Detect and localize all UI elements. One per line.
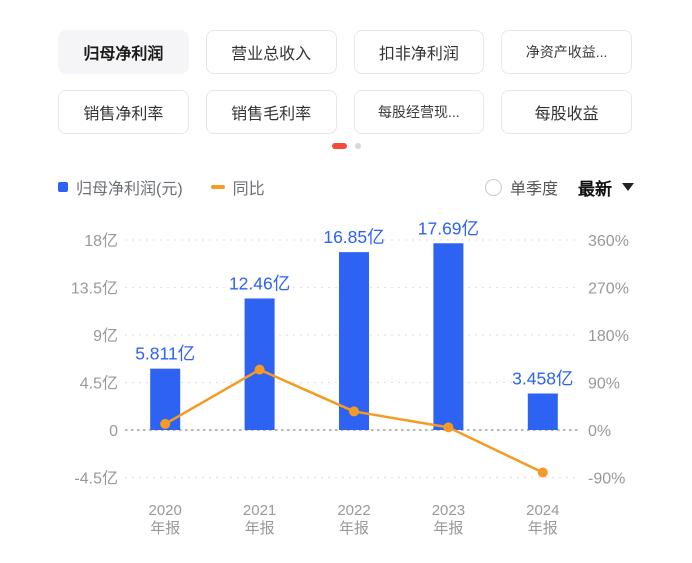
yoy-point-2023[interactable] (443, 422, 454, 433)
left-axis-tick: 9亿 (93, 327, 118, 345)
tab-non-gaap-profit[interactable]: 扣非净利润 (353, 30, 485, 74)
x-axis-label: 2023 年报 (432, 502, 465, 537)
tab-net-profit[interactable]: 归母净利润 (58, 30, 189, 74)
left-axis-tick: 4.5亿 (80, 375, 118, 393)
tab-roe[interactable]: 净资产收益... (501, 30, 632, 74)
x-axis-label: 2022 年报 (337, 502, 370, 537)
yoy-point-2020[interactable] (160, 418, 171, 429)
line-legend-swatch-icon (210, 185, 225, 189)
x-axis-label: 2020 年报 (149, 502, 182, 537)
right-axis-tick: 270% (588, 281, 629, 298)
x-axis-label: 2024 年报 (526, 502, 559, 537)
tab-ocf-per-share[interactable]: 每股经营现... (353, 90, 485, 134)
bar-2023[interactable] (433, 243, 464, 430)
bar-value-label: 16.85亿 (323, 227, 384, 247)
metric-tabs: 归母净利润 营业总收入 扣非净利润 净资产收益... 销售净利率 销售毛利率 每… (58, 30, 632, 134)
tab-gross-margin[interactable]: 销售毛利率 (205, 90, 337, 134)
left-axis-tick: 18亿 (84, 232, 118, 250)
yoy-point-2021[interactable] (254, 364, 265, 375)
tab-eps[interactable]: 每股收益 (501, 90, 632, 134)
chevron-down-icon (622, 183, 634, 191)
left-axis-tick: 13.5亿 (71, 280, 118, 298)
bar-legend-label: 归母净利润(元) (76, 181, 183, 198)
bar-value-label: 5.811亿 (135, 344, 195, 364)
page-dot-2[interactable] (354, 143, 361, 149)
right-axis-tick: 180% (588, 328, 629, 345)
bar-value-label: 12.46亿 (229, 273, 290, 293)
right-axis-tick: 90% (588, 376, 620, 393)
x-axis-label: 2021 年报 (243, 502, 276, 537)
right-axis-tick: -90% (588, 471, 625, 488)
bar-value-label: 3.458亿 (512, 368, 573, 388)
left-axis-tick: -4.5亿 (74, 470, 118, 488)
chart-controls: 单季度 最新 (484, 175, 634, 200)
bar-2021[interactable] (244, 298, 275, 430)
profit-yoy-chart: 18亿 360% 13.5亿 270% 9亿 180% 4.5亿 90% 0 0% -4.5亿 -90… (71, 218, 629, 537)
tab-total-revenue[interactable]: 营业总收入 (205, 30, 337, 74)
pagination-dots (0, 143, 692, 149)
yoy-point-2024[interactable] (537, 467, 548, 478)
legend-row: 归母净利润(元) 同比 单季度 最新 (58, 174, 634, 200)
latest-dropdown-label: 最新 (578, 179, 612, 199)
quarterly-radio-label[interactable]: 单季度 (509, 181, 558, 198)
latest-dropdown[interactable]: 最新 (578, 175, 634, 200)
left-axis-tick: 0 (109, 423, 118, 440)
bar-2022[interactable] (339, 252, 369, 430)
page-dot-1[interactable] (331, 143, 347, 149)
bar-2024[interactable] (527, 393, 558, 430)
bar-legend-swatch-icon (58, 182, 68, 192)
bar-value-label: 17.69亿 (418, 218, 479, 238)
tab-net-margin[interactable]: 销售净利率 (58, 90, 189, 134)
line-legend-label: 同比 (232, 181, 265, 198)
right-axis-tick: 0% (588, 423, 611, 440)
yoy-point-2022[interactable] (349, 406, 359, 417)
right-axis-tick: 360% (588, 233, 629, 250)
quarterly-radio[interactable] (484, 178, 502, 196)
